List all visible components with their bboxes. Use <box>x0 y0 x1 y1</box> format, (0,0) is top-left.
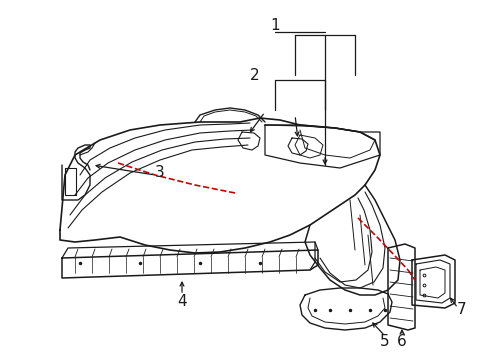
Text: 7: 7 <box>456 302 466 318</box>
Text: 2: 2 <box>250 68 259 82</box>
Text: 5: 5 <box>379 334 389 350</box>
Text: 6: 6 <box>396 334 406 350</box>
Text: 3: 3 <box>155 165 164 180</box>
Text: 4: 4 <box>177 294 186 310</box>
Text: 1: 1 <box>270 18 279 32</box>
